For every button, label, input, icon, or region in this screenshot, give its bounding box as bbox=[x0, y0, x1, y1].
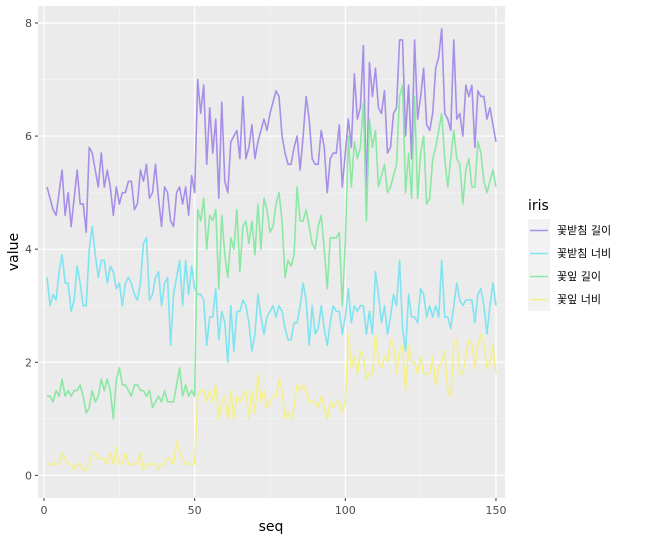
x-tick-label: 100 bbox=[335, 504, 356, 517]
legend-label: 꽃잎 너비 bbox=[557, 293, 601, 306]
legend-label: 꽃잎 길이 bbox=[557, 270, 601, 283]
plot-panel bbox=[38, 6, 505, 498]
x-tick-label: 0 bbox=[41, 504, 48, 517]
minor-gridlines bbox=[38, 6, 505, 498]
y-tick-label: 2 bbox=[25, 356, 32, 369]
y-tick-label: 8 bbox=[25, 17, 32, 30]
y-tick-label: 4 bbox=[25, 243, 32, 256]
legend-label: 꽃받침 너비 bbox=[557, 247, 611, 260]
legend-title: iris bbox=[528, 198, 549, 214]
y-axis-ticks: 0 2 4 6 8 bbox=[25, 17, 38, 482]
x-tick-label: 50 bbox=[188, 504, 202, 517]
x-tick-label: 150 bbox=[485, 504, 506, 517]
y-tick-label: 0 bbox=[25, 469, 32, 482]
series-line-2 bbox=[46, 225, 497, 364]
legend-label: 꽃받침 길이 bbox=[557, 224, 611, 237]
series-lines bbox=[46, 27, 497, 471]
x-axis-ticks: 0 50 100 150 bbox=[41, 498, 506, 517]
y-tick-label: 6 bbox=[25, 130, 32, 143]
series-line-4 bbox=[47, 333, 497, 471]
y-axis-title: value bbox=[6, 233, 22, 271]
series-line-1 bbox=[46, 27, 497, 234]
series-line-3 bbox=[47, 84, 497, 420]
x-axis-title: seq bbox=[259, 519, 284, 535]
